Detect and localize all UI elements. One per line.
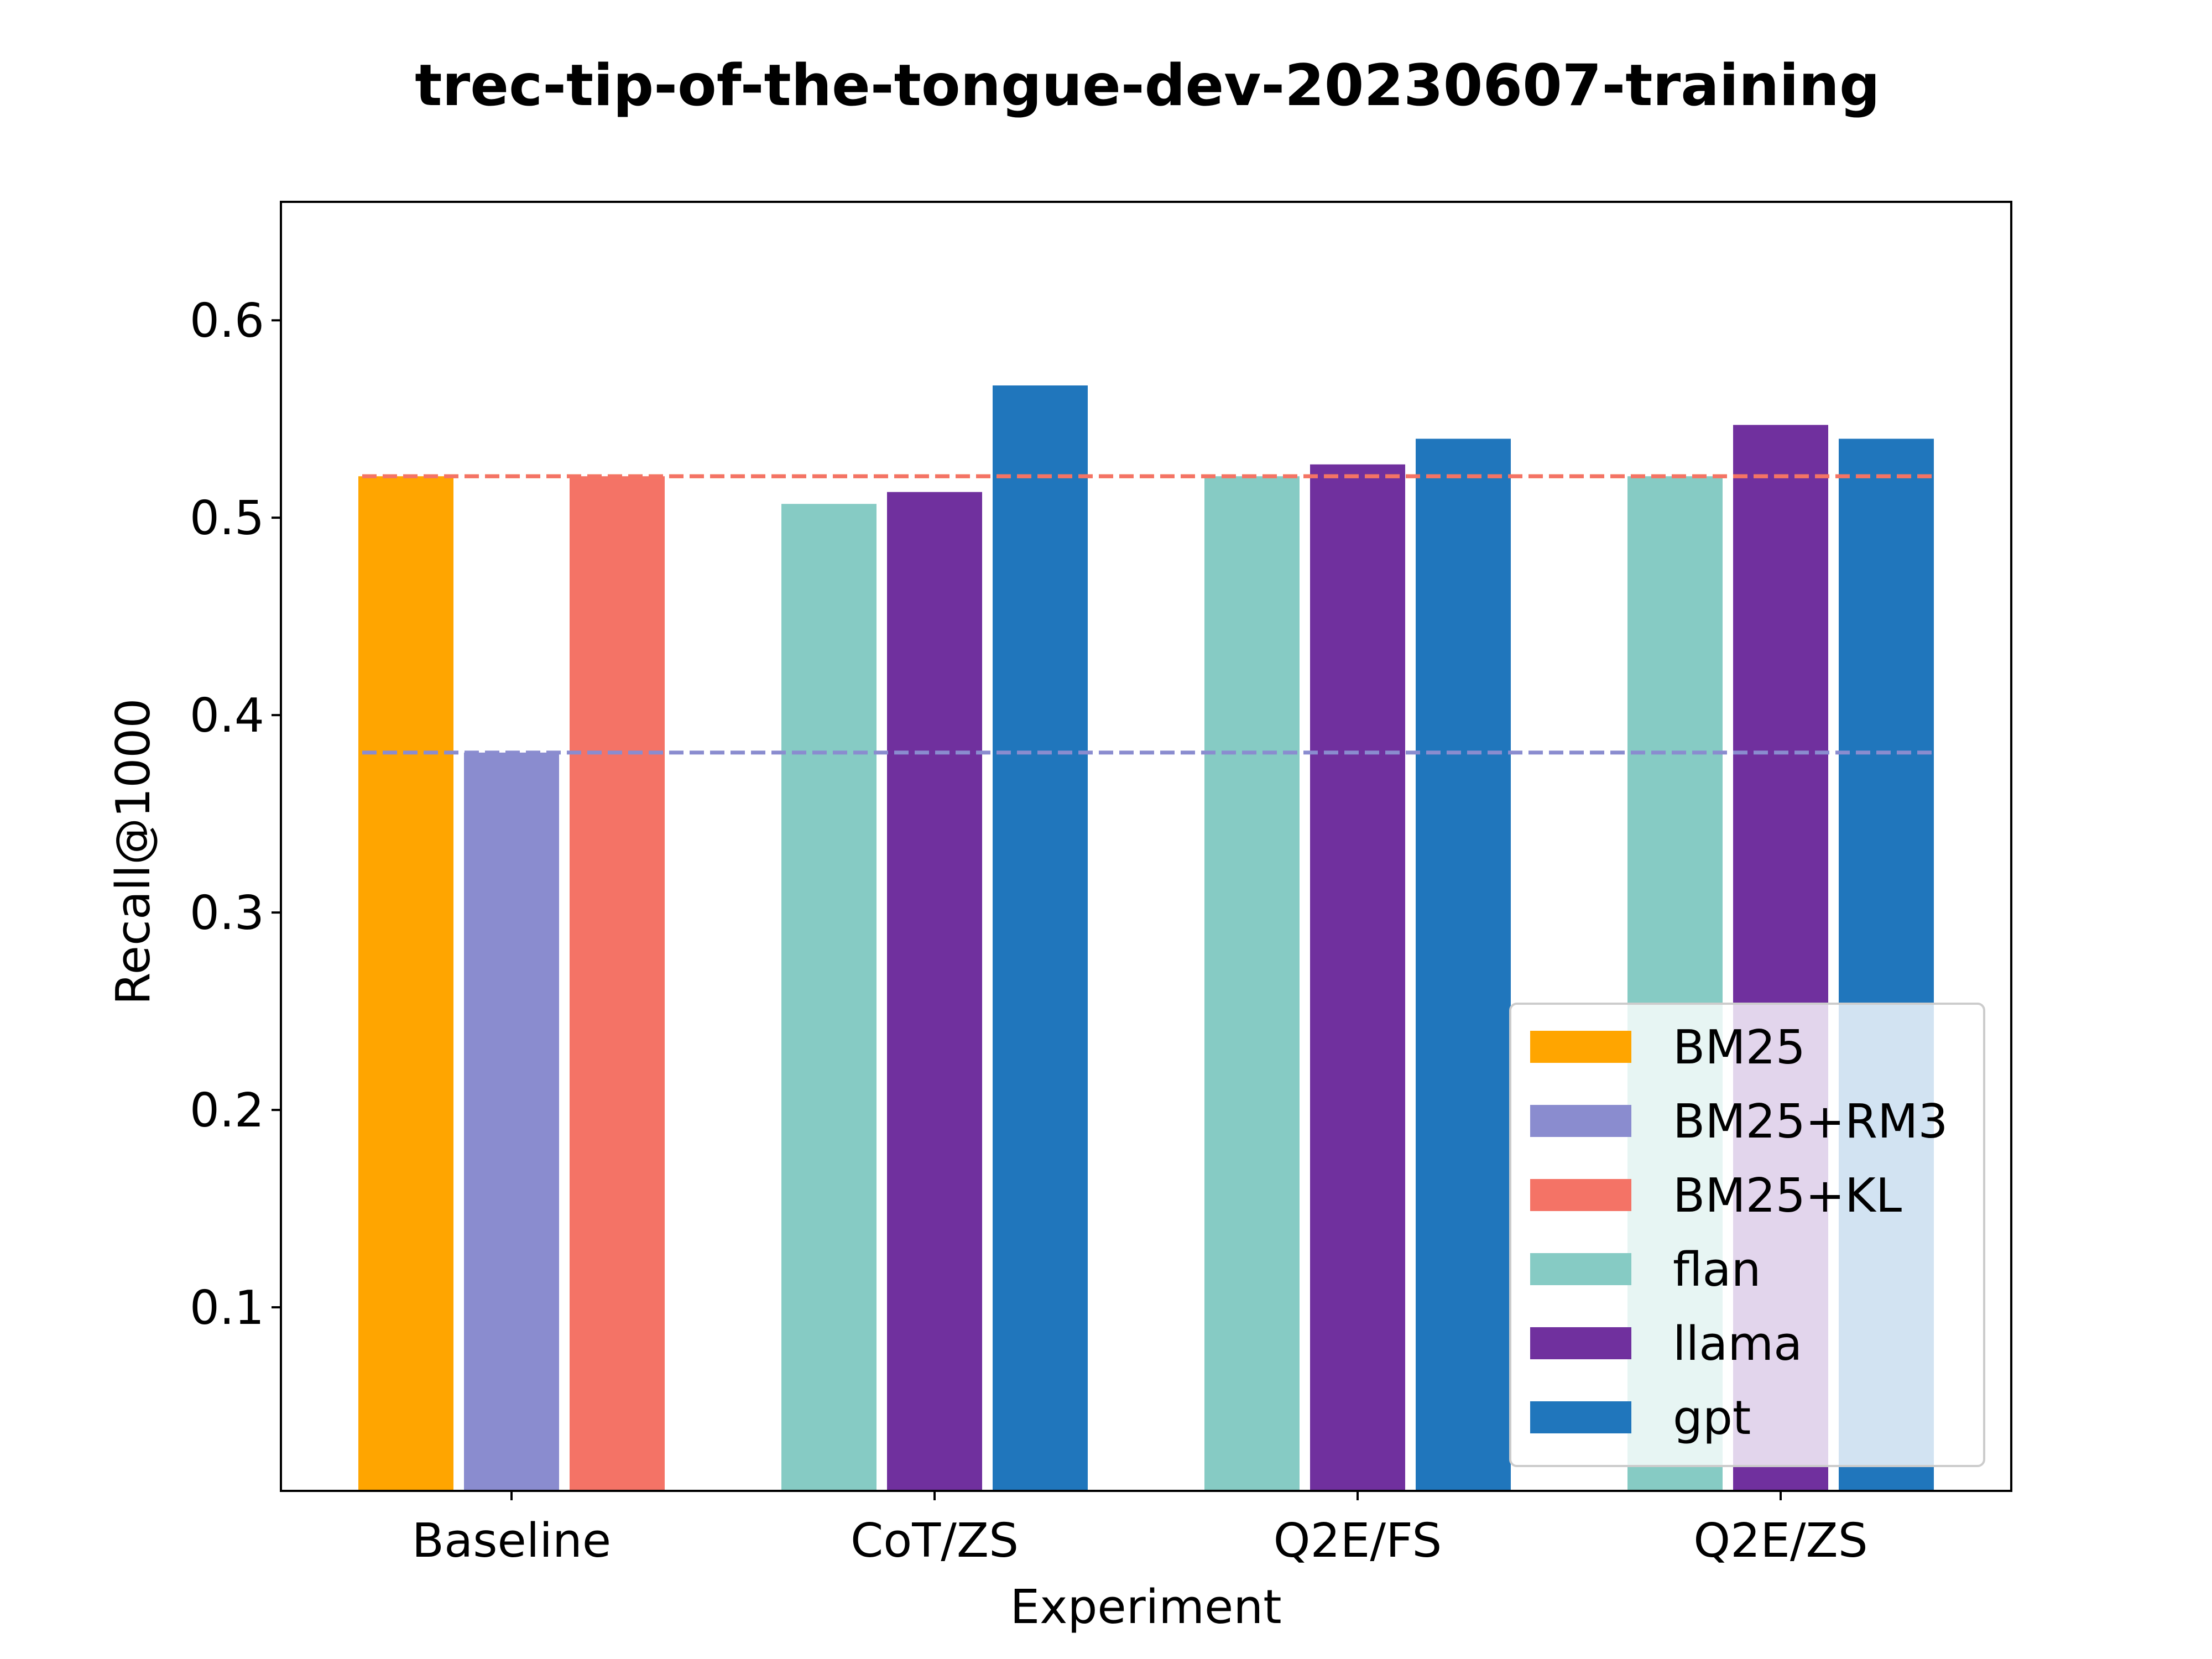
x-tick-label: CoT/ZS [851, 1514, 1019, 1568]
x-tick-label: Q2E/FS [1274, 1514, 1442, 1568]
bar-gpt-cot-zs [993, 385, 1088, 1491]
legend-label-gpt: gpt [1673, 1391, 1751, 1446]
y-axis: 0.1 0.2 0.3 0.4 0.5 0.6 [190, 294, 281, 1335]
legend-swatch-llama [1530, 1327, 1631, 1359]
reference-lines [362, 474, 1934, 755]
y-axis-label: Recall@1000 [106, 698, 161, 1005]
legend-label-bm25: BM25 [1673, 1020, 1806, 1075]
legend-swatch-flan [1530, 1253, 1631, 1285]
legend-label-bm25-rm3: BM25+RM3 [1673, 1094, 1948, 1149]
bar-flan-q2e-fs [1204, 476, 1300, 1491]
legend-label-bm25-kl: BM25+KL [1673, 1168, 1902, 1223]
legend-label-flan: flan [1673, 1243, 1761, 1297]
bar-flan-cot-zs [781, 504, 877, 1491]
bar-bm25-baseline [358, 476, 453, 1491]
y-tick-label: 0.2 [190, 1083, 264, 1138]
chart-title: trec-tip-of-the-tongue-dev-20230607-trai… [415, 53, 1880, 119]
legend-swatch-bm25-rm3 [1530, 1105, 1631, 1137]
legend-label-llama: llama [1673, 1317, 1802, 1371]
bar-llama-cot-zs [887, 492, 982, 1491]
x-tick-label: Baseline [412, 1514, 611, 1568]
bars-layer [358, 385, 1934, 1491]
plot-area-frame [280, 201, 2012, 1492]
legend: BM25 BM25+RM3 BM25+KL flan llama gpt [1509, 1003, 1985, 1467]
y-tick-label: 0.1 [190, 1281, 264, 1335]
legend-swatch-bm25 [1530, 1031, 1631, 1063]
legend-swatch-gpt [1530, 1401, 1631, 1433]
bar-bm25-rm3-baseline [464, 752, 559, 1491]
bar-bm25-kl-baseline [570, 476, 665, 1491]
bar-gpt-q2e-fs [1416, 439, 1511, 1491]
y-tick-label: 0.5 [190, 491, 264, 546]
y-tick-label: 0.3 [190, 886, 264, 941]
y-tick-label: 0.4 [190, 688, 264, 743]
y-tick-label: 0.6 [190, 294, 264, 348]
bar-llama-q2e-fs [1310, 464, 1405, 1491]
legend-swatch-bm25-kl [1530, 1179, 1631, 1211]
x-axis-label: Experiment [1010, 1580, 1281, 1635]
x-axis: Baseline CoT/ZS Q2E/FS Q2E/ZS [412, 1491, 1868, 1568]
x-tick-label: Q2E/ZS [1693, 1514, 1868, 1568]
